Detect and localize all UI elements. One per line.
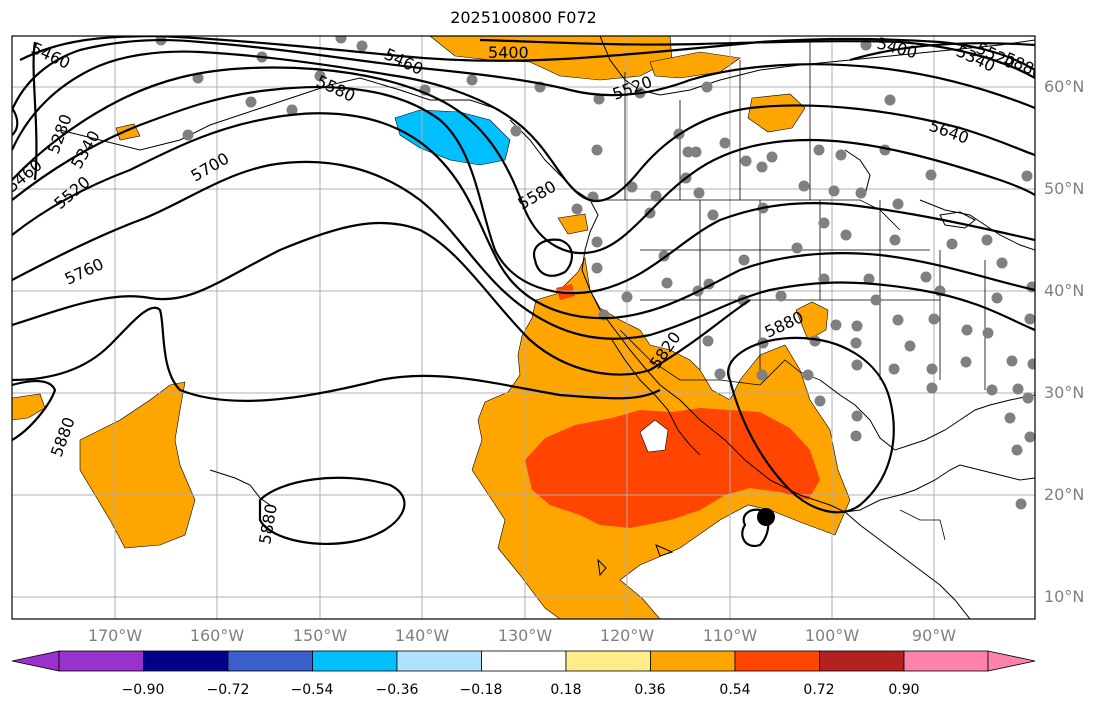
- lon-label: 160°W: [189, 626, 245, 645]
- lon-label: 140°W: [394, 626, 450, 645]
- map-title: 2025100800 F072: [450, 8, 597, 27]
- lon-label: 110°W: [702, 626, 758, 645]
- colorbar-tick-label: −0.72: [206, 682, 250, 698]
- lon-label: 90°W: [911, 626, 957, 645]
- colorbar-tick-label: 0.90: [888, 682, 920, 698]
- lon-label: 150°W: [292, 626, 348, 645]
- colorbar-tick-label: −0.18: [459, 682, 503, 698]
- colorbar: [11, 650, 1036, 672]
- colorbar-segment: [481, 650, 567, 672]
- colorbar-segment: [143, 650, 229, 672]
- political-borders: [590, 40, 986, 541]
- orange-region-hudson: [747, 93, 806, 133]
- lon-label: 130°W: [497, 626, 553, 645]
- lat-label: 20°N: [1044, 485, 1085, 504]
- orange-region-west-edge: [12, 393, 46, 421]
- white-hole-baja: [639, 419, 669, 453]
- anomaly-fill-layer: [12, 36, 851, 619]
- lat-label: 30°N: [1044, 383, 1085, 402]
- colorbar-tick-label: 0.72: [803, 682, 835, 698]
- colorbar-tick-label: −0.36: [375, 682, 419, 698]
- colorbar-extend-low: [11, 650, 60, 672]
- colorbar-segment: [312, 650, 398, 672]
- colorbar-tick-label: 0.18: [550, 682, 582, 698]
- colorbar-segment: [227, 650, 313, 672]
- colorbar-segment: [734, 650, 820, 672]
- map-frame: [11, 35, 1036, 620]
- colorbar-extend-high: [987, 650, 1036, 672]
- lon-label: 100°W: [804, 626, 860, 645]
- orange-region-baja-north: [795, 301, 829, 341]
- colorbar-tick-label: 0.54: [719, 682, 751, 698]
- graticule: [12, 36, 1035, 619]
- red-region-mexico: [525, 408, 820, 528]
- lat-label: 40°N: [1044, 281, 1085, 300]
- contour-label: 5400: [488, 43, 529, 62]
- colorbar-segment: [903, 650, 989, 672]
- colorbar-tick-label: −0.90: [121, 682, 165, 698]
- orange-region-arctic: [429, 36, 673, 81]
- lat-label: 50°N: [1044, 179, 1085, 198]
- colorbar-tick-label: 0.36: [634, 682, 666, 698]
- lon-label: 120°W: [599, 626, 655, 645]
- orange-region-oregon: [557, 213, 589, 235]
- colorbar-segment: [650, 650, 736, 672]
- station-dots: [155, 36, 1035, 510]
- colorbar-tick-label: −0.54: [290, 682, 334, 698]
- colorbar-segment: [58, 650, 144, 672]
- lat-label: 60°N: [1044, 77, 1085, 96]
- colorbar-segment: [819, 650, 905, 672]
- blue-region-gulf-of-alaska: [394, 109, 511, 166]
- colorbar-segment: [565, 650, 651, 672]
- lat-label: 10°N: [1044, 587, 1085, 606]
- colorbar-segment: [396, 650, 482, 672]
- forecast-marker: [757, 508, 775, 526]
- lon-label: 170°W: [87, 626, 143, 645]
